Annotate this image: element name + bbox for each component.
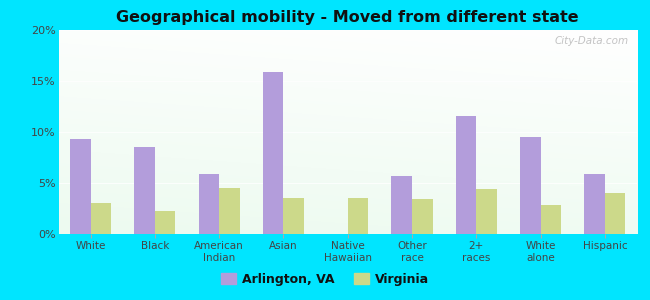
Bar: [476, 189, 497, 234]
Legend: Arlington, VA, Virginia: Arlington, VA, Virginia: [216, 268, 434, 291]
Title: Geographical mobility - Moved from different state: Geographical mobility - Moved from diffe…: [116, 10, 579, 25]
Bar: [90, 203, 111, 234]
Bar: [456, 116, 476, 234]
Bar: [541, 206, 561, 234]
Bar: [283, 198, 304, 234]
Bar: [70, 139, 90, 234]
Bar: [584, 174, 605, 234]
Bar: [348, 198, 369, 234]
Bar: [391, 176, 412, 234]
Bar: [219, 188, 240, 234]
Bar: [605, 193, 625, 234]
Bar: [155, 211, 176, 234]
Bar: [263, 72, 283, 234]
Bar: [199, 174, 219, 234]
Bar: [135, 147, 155, 234]
Bar: [520, 137, 541, 234]
Bar: [412, 199, 433, 234]
Text: City-Data.com: City-Data.com: [554, 36, 629, 46]
